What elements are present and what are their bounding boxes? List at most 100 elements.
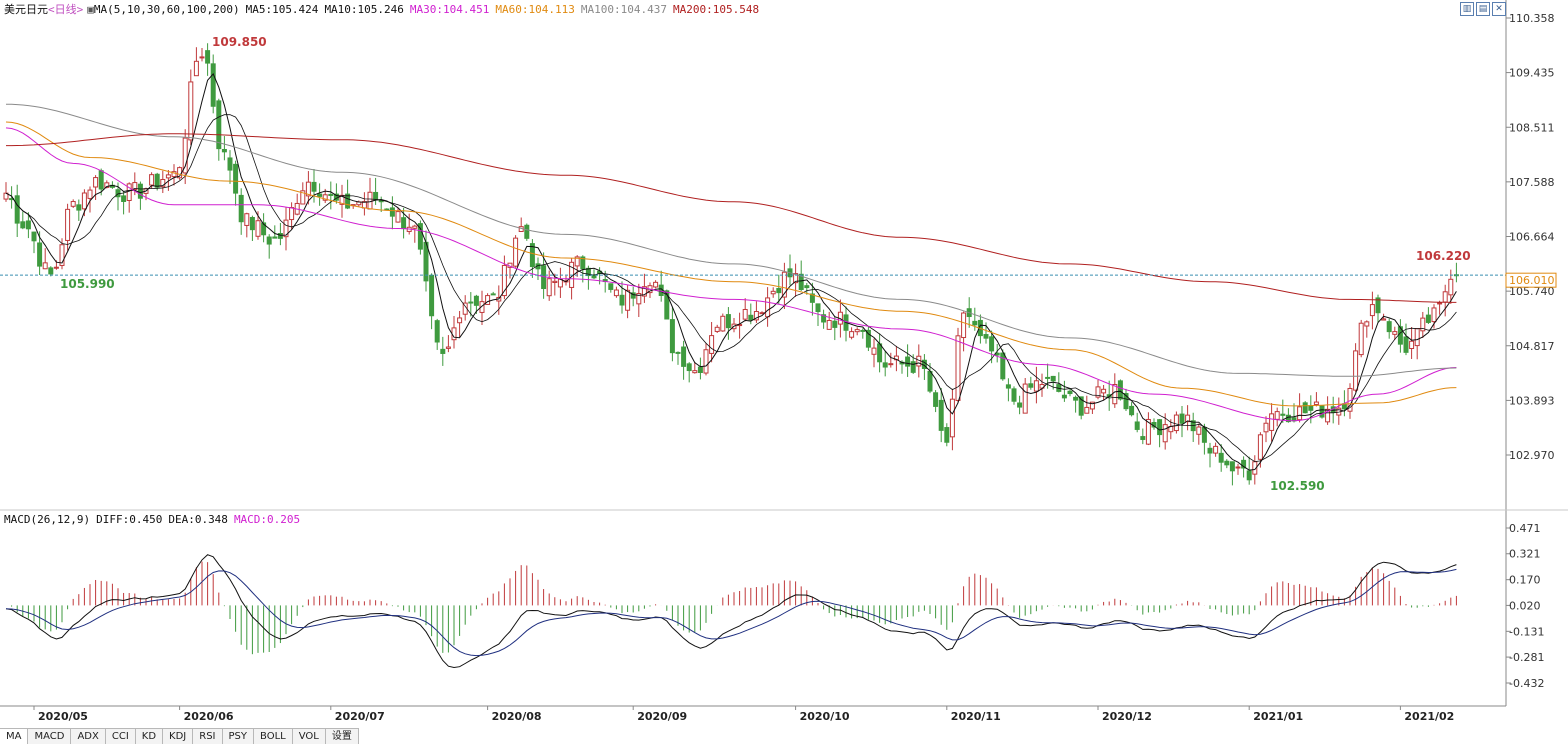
candle-body	[210, 63, 216, 107]
candle-body	[412, 225, 418, 229]
candle-body	[322, 194, 328, 201]
price-tick-label: 105.740	[1509, 285, 1555, 298]
candle-body	[983, 334, 989, 339]
candle-body	[451, 327, 457, 341]
candle-body	[849, 331, 855, 338]
candle-body	[1045, 376, 1051, 379]
candle-body	[417, 223, 423, 250]
price-tick-label: 107.588	[1509, 176, 1555, 189]
candle-body	[1241, 459, 1247, 469]
candle-body	[972, 320, 978, 326]
candle-body	[1129, 405, 1135, 416]
tab-5[interactable]: KDJ	[163, 729, 194, 744]
candle-body	[513, 237, 519, 267]
candle-body	[468, 301, 474, 304]
candle-body	[188, 81, 194, 141]
tab-2[interactable]: ADX	[71, 729, 106, 744]
candle-body	[625, 289, 631, 311]
candle-body	[216, 100, 222, 150]
macd-lines	[5, 554, 1457, 669]
tab-1[interactable]: MACD	[28, 729, 72, 744]
time-tick-label: 2020/10	[800, 710, 850, 723]
tab-10[interactable]: 设置	[326, 729, 359, 744]
candle-body	[1173, 414, 1179, 432]
candle-body	[1274, 411, 1280, 420]
time-tick-label: 2020/08	[492, 710, 542, 723]
candle-body	[1134, 421, 1140, 430]
candle-body	[1448, 278, 1454, 296]
candle-body	[283, 219, 289, 238]
candle-body	[877, 343, 883, 363]
tab-6[interactable]: RSI	[193, 729, 223, 744]
candle-body	[255, 220, 261, 237]
tab-7[interactable]: PSY	[223, 729, 255, 744]
candle-body	[1257, 434, 1263, 460]
candle-body	[1067, 390, 1073, 395]
candle-body	[93, 177, 99, 188]
legend-ma5: MA5:105.424	[246, 3, 319, 16]
candle-body	[1235, 466, 1241, 469]
price-tick-label: 109.435	[1509, 67, 1555, 80]
candle-body	[1364, 321, 1370, 327]
legend-macd-value: MACD:0.205	[234, 513, 300, 526]
candle-body	[272, 236, 278, 239]
candle-body	[473, 295, 479, 306]
candle-body	[675, 351, 681, 354]
tab-3[interactable]: CCI	[106, 729, 136, 744]
layout-icon[interactable]: ▥	[1460, 2, 1474, 16]
candle-body	[961, 312, 967, 339]
candle-body	[748, 314, 754, 321]
candle-body	[910, 361, 916, 373]
legend-macd-diff: DIFF:0.450	[96, 513, 162, 526]
candle-body	[1358, 322, 1364, 356]
tab-0[interactable]: MA	[0, 729, 29, 744]
candle-body	[277, 233, 283, 239]
tab-8[interactable]: BOLL	[254, 729, 293, 744]
candle-body	[692, 370, 698, 374]
time-tick-label: 2021/02	[1404, 710, 1454, 723]
macd-tick-label: 0.170	[1509, 574, 1541, 587]
candle-body	[529, 243, 535, 268]
candle-body	[1145, 418, 1151, 445]
candle-body	[81, 192, 87, 210]
current-price-box	[1505, 272, 1557, 288]
candle-body	[1207, 447, 1213, 454]
close-icon[interactable]: ✕	[1492, 2, 1506, 16]
candle-body	[490, 293, 496, 296]
candle-body	[1224, 460, 1230, 466]
candle-body	[804, 285, 810, 289]
candle-body	[401, 217, 407, 230]
candle-body	[949, 398, 955, 438]
candle-body	[1089, 401, 1095, 410]
candle-body	[328, 193, 334, 196]
candle-body	[76, 204, 82, 211]
time-tick-label: 2020/12	[1102, 710, 1152, 723]
candle-body	[1017, 402, 1023, 408]
candle-body	[199, 56, 205, 59]
moving-average-lines	[5, 72, 1457, 471]
macd-tick-label: 0.471	[1509, 522, 1541, 535]
legend-macd-dea: DEA:0.348	[168, 513, 228, 526]
candle-body	[182, 137, 188, 174]
candle-body	[3, 192, 9, 200]
candle-body	[1319, 405, 1325, 418]
tab-9[interactable]: VOL	[293, 729, 326, 744]
candle-body	[221, 148, 227, 153]
candle-body	[882, 362, 888, 368]
candle-body	[1308, 405, 1314, 411]
candle-body	[1084, 406, 1090, 414]
candle-body	[927, 370, 933, 392]
chart-mode-icon[interactable]: ▤	[1476, 2, 1490, 16]
candle-body	[25, 220, 31, 230]
candle-body	[305, 181, 311, 197]
candle-body	[776, 287, 782, 294]
time-tick-label: 2020/07	[335, 710, 385, 723]
candle-body	[53, 266, 59, 269]
candle-body	[1420, 317, 1426, 332]
candle-body	[1112, 383, 1118, 405]
time-tick-label: 2020/06	[184, 710, 234, 723]
candle-body	[585, 267, 591, 277]
candle-body	[14, 195, 20, 224]
tab-4[interactable]: KD	[136, 729, 164, 744]
annotation-high: 109.850	[212, 35, 267, 49]
